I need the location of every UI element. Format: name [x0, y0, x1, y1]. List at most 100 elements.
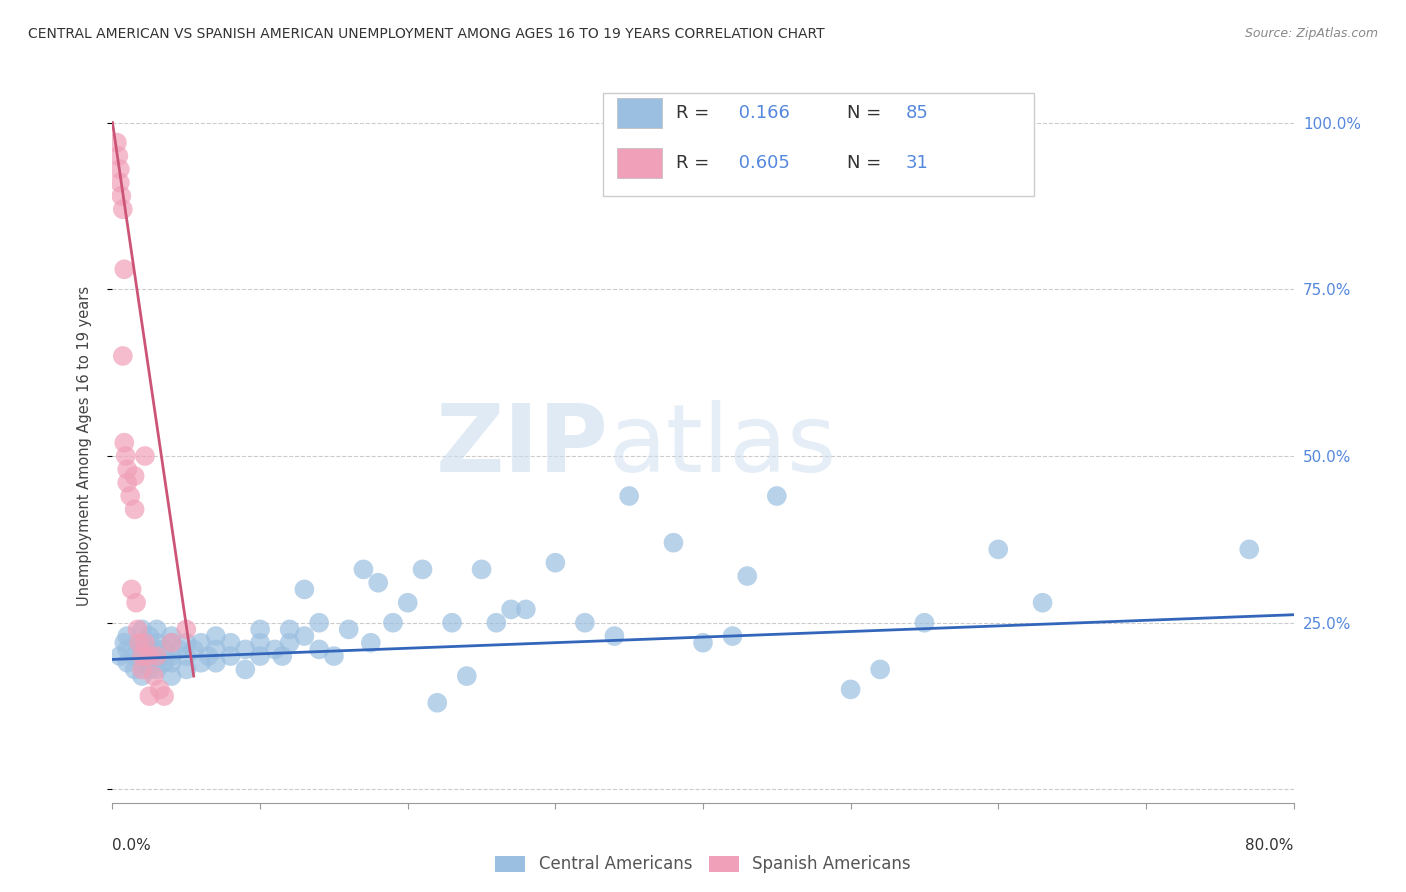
Point — [146, 656, 169, 670]
Point — [114, 449, 136, 463]
Point — [131, 623, 153, 637]
Point — [131, 649, 153, 664]
Point — [382, 615, 405, 630]
Point — [249, 649, 271, 664]
Point — [131, 656, 153, 670]
Point — [271, 649, 294, 664]
Point — [138, 649, 160, 664]
Point — [138, 662, 160, 676]
Point — [174, 649, 197, 664]
Point — [128, 636, 150, 650]
Point — [146, 636, 169, 650]
Point — [396, 596, 419, 610]
Point — [160, 636, 183, 650]
Point — [233, 642, 256, 657]
Point — [117, 642, 138, 657]
Point — [117, 475, 138, 490]
Point — [160, 669, 183, 683]
Point — [110, 189, 132, 203]
Text: N =: N = — [846, 104, 887, 122]
Point — [146, 623, 169, 637]
Point — [839, 682, 862, 697]
Point — [174, 623, 197, 637]
FancyBboxPatch shape — [617, 148, 662, 178]
Point — [292, 629, 315, 643]
Text: CENTRAL AMERICAN VS SPANISH AMERICAN UNEMPLOYMENT AMONG AGES 16 TO 19 YEARS CORR: CENTRAL AMERICAN VS SPANISH AMERICAN UNE… — [28, 27, 825, 41]
Point — [124, 662, 146, 676]
Point — [219, 636, 242, 650]
Point — [249, 623, 271, 637]
Point — [456, 669, 478, 683]
Text: 0.166: 0.166 — [733, 104, 789, 122]
Point — [485, 615, 508, 630]
Point — [160, 656, 183, 670]
Point — [987, 542, 1010, 557]
Point — [174, 636, 197, 650]
Point — [124, 649, 146, 664]
Point — [337, 623, 360, 637]
Point — [544, 556, 567, 570]
Point — [134, 636, 156, 650]
Point — [737, 569, 759, 583]
Point — [124, 502, 146, 516]
Point — [160, 649, 183, 664]
Point — [869, 662, 891, 676]
Point — [603, 629, 626, 643]
Point — [124, 469, 146, 483]
Point — [108, 649, 131, 664]
Text: R =: R = — [676, 154, 714, 172]
Y-axis label: Unemployment Among Ages 16 to 19 years: Unemployment Among Ages 16 to 19 years — [77, 286, 91, 606]
Point — [117, 462, 138, 476]
Point — [323, 649, 346, 664]
Point — [197, 649, 219, 664]
Point — [146, 662, 169, 676]
Point — [308, 642, 330, 657]
Point — [766, 489, 789, 503]
Point — [142, 669, 165, 683]
Point — [470, 562, 494, 576]
Point — [138, 649, 160, 664]
Point — [1239, 542, 1261, 557]
Point — [914, 615, 936, 630]
Point — [108, 162, 131, 177]
Point — [131, 636, 153, 650]
Point — [153, 656, 176, 670]
Text: N =: N = — [846, 154, 887, 172]
Point — [308, 615, 330, 630]
Point — [278, 636, 301, 650]
Point — [190, 656, 212, 670]
Point — [160, 636, 183, 650]
Point — [131, 662, 153, 676]
Point — [160, 629, 183, 643]
Text: 0.605: 0.605 — [733, 154, 789, 172]
Point — [149, 682, 172, 697]
Point — [264, 642, 287, 657]
Point — [183, 642, 205, 657]
Point — [105, 136, 128, 150]
Text: 80.0%: 80.0% — [1246, 838, 1294, 854]
Point — [441, 615, 464, 630]
Text: R =: R = — [676, 104, 714, 122]
Point — [278, 623, 301, 637]
Point — [120, 489, 142, 503]
Point — [125, 596, 148, 610]
Text: ZIP: ZIP — [436, 400, 609, 492]
Text: 85: 85 — [905, 104, 929, 122]
Point — [112, 435, 135, 450]
Point — [1032, 596, 1054, 610]
Point — [619, 489, 641, 503]
Point — [205, 629, 228, 643]
Point — [662, 535, 685, 549]
Point — [107, 149, 129, 163]
Point — [146, 649, 169, 664]
Text: 31: 31 — [905, 154, 929, 172]
Point — [112, 636, 135, 650]
Point — [721, 629, 744, 643]
Point — [127, 623, 149, 637]
Point — [112, 262, 135, 277]
Point — [219, 649, 242, 664]
Text: atlas: atlas — [609, 400, 837, 492]
FancyBboxPatch shape — [617, 98, 662, 128]
Point — [138, 689, 160, 703]
Point — [131, 642, 153, 657]
